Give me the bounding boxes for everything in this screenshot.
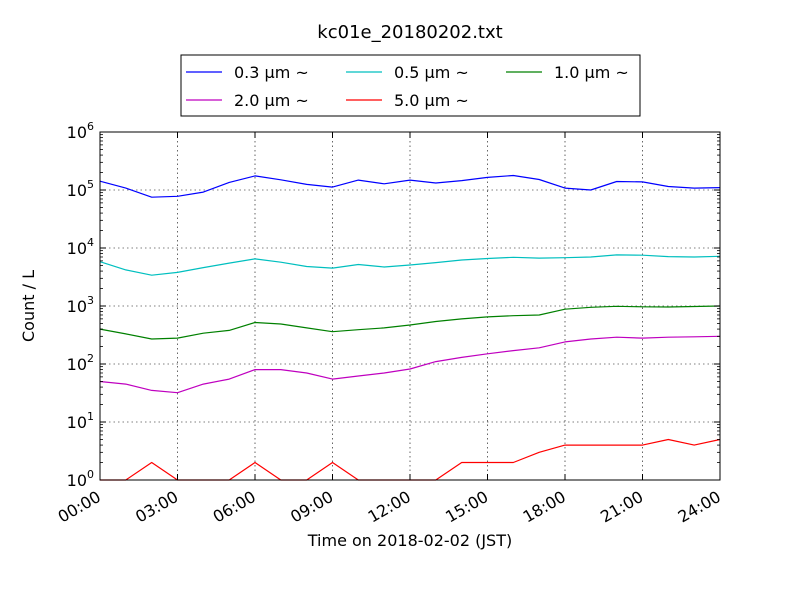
chart-title: kc01e_20180202.txt — [317, 22, 502, 43]
y-tick-label: 100 — [67, 468, 94, 490]
legend-label-4: 5.0 µm ~ — [394, 91, 469, 110]
y-tick-label: 106 — [67, 120, 94, 142]
series-layer — [99, 174, 721, 481]
legend-box — [180, 54, 641, 117]
legend: 0.3 µm ~ 0.5 µm ~ 1.0 µm ~ 2.0 µm ~ 5.0 µm ~ — [180, 54, 641, 117]
x-axis-label: Time on 2018-02-02 (JST) — [307, 531, 512, 550]
y-tick-label: 104 — [67, 236, 94, 258]
series-line-3 — [99, 335, 721, 394]
y-tick-labels: 100 101 102 103 104 105 106 — [67, 120, 94, 490]
y-tick-label: 105 — [67, 178, 94, 200]
ticks — [99, 131, 721, 481]
series-line-2 — [99, 305, 721, 340]
y-tick-label: 103 — [67, 294, 94, 316]
legend-label-0: 0.3 µm ~ — [234, 63, 309, 82]
series-line-0 — [99, 174, 721, 198]
y-tick-label: 101 — [67, 410, 94, 432]
legend-label-2: 1.0 µm ~ — [554, 63, 629, 82]
legend-label-1: 0.5 µm ~ — [394, 63, 469, 82]
y-axis-label: Count / L — [19, 270, 38, 342]
legend-label-3: 2.0 µm ~ — [234, 91, 309, 110]
series-line-1 — [99, 254, 721, 276]
y-tick-label: 102 — [67, 352, 94, 374]
